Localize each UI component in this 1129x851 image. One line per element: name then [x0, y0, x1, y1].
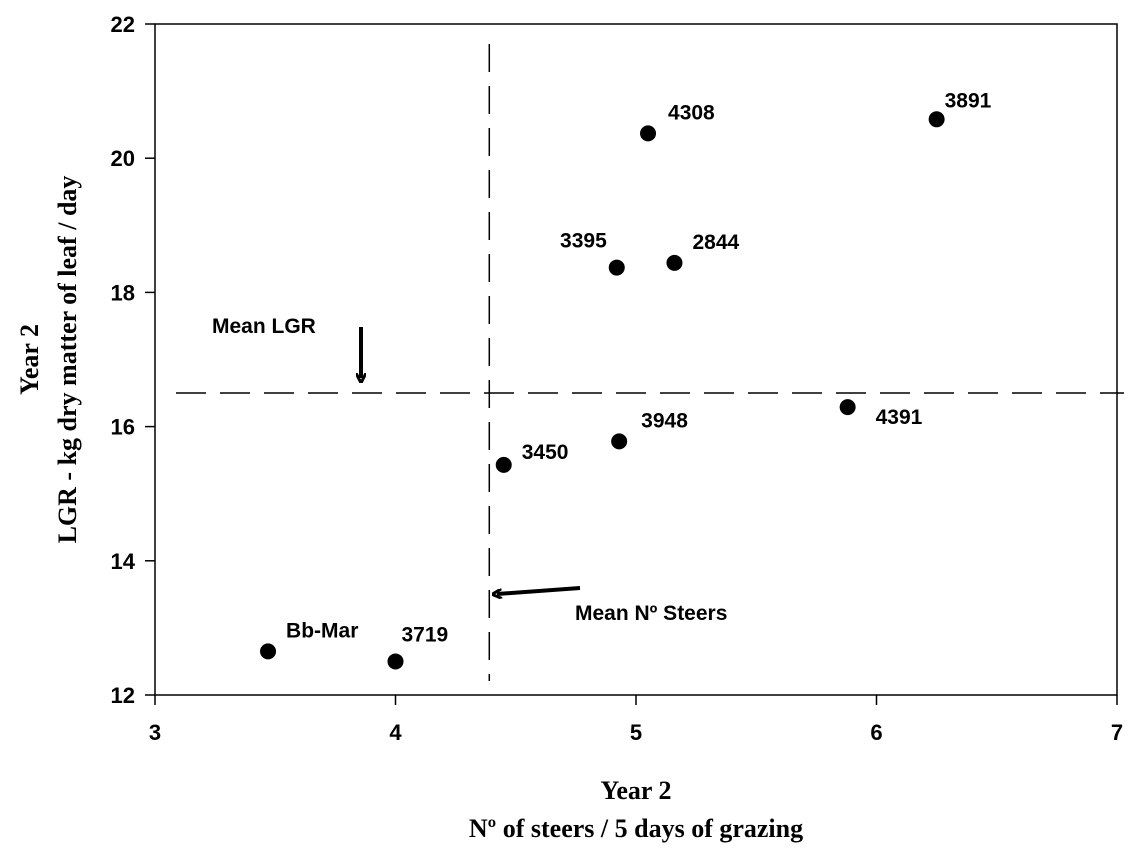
data-point	[666, 254, 683, 271]
data-point	[495, 456, 512, 473]
mean-steers-annotation: Mean Nº Steers	[575, 602, 727, 625]
data-point	[608, 259, 625, 276]
point-label: 4308	[668, 101, 715, 124]
point-label: Bb-Mar	[286, 619, 358, 642]
y-axis-title-line2: LGR - kg dry matter of leaf / day	[53, 176, 82, 544]
point-label: 3719	[402, 623, 449, 646]
y-tick-label: 22	[111, 12, 135, 37]
y-tick-label: 12	[111, 683, 135, 708]
point-label: 3395	[560, 230, 607, 253]
point-label: 3450	[522, 441, 569, 464]
data-point	[640, 125, 657, 142]
point-label: 2844	[692, 231, 739, 254]
x-axis-title-line2: Nº of steers / 5 days of grazing	[469, 814, 803, 843]
data-point	[260, 643, 277, 660]
x-axis-title-line1: Year 2	[600, 776, 671, 805]
y-tick-label: 14	[111, 549, 136, 574]
x-tick-label: 6	[870, 720, 882, 745]
data-point	[387, 653, 404, 670]
point-label: 3948	[641, 409, 688, 432]
y-axis-title-line1: Year 2	[15, 324, 44, 395]
x-tick-label: 5	[630, 720, 642, 745]
y-tick-label: 18	[111, 280, 135, 305]
plot-frame	[154, 23, 1118, 696]
y-tick-label: 20	[111, 146, 135, 171]
y-tick-label: 16	[111, 415, 135, 440]
x-tick-label: 4	[389, 720, 402, 745]
x-tick-label: 7	[1111, 720, 1123, 745]
x-tick-label: 3	[149, 720, 161, 745]
mean-steers-arrow	[497, 586, 581, 594]
data-point	[928, 111, 945, 128]
data-point	[839, 399, 856, 416]
point-label: 4391	[876, 406, 923, 429]
point-label: 3891	[945, 89, 992, 112]
mean-lgr-annotation: Mean LGR	[212, 315, 316, 338]
data-point	[611, 433, 628, 450]
